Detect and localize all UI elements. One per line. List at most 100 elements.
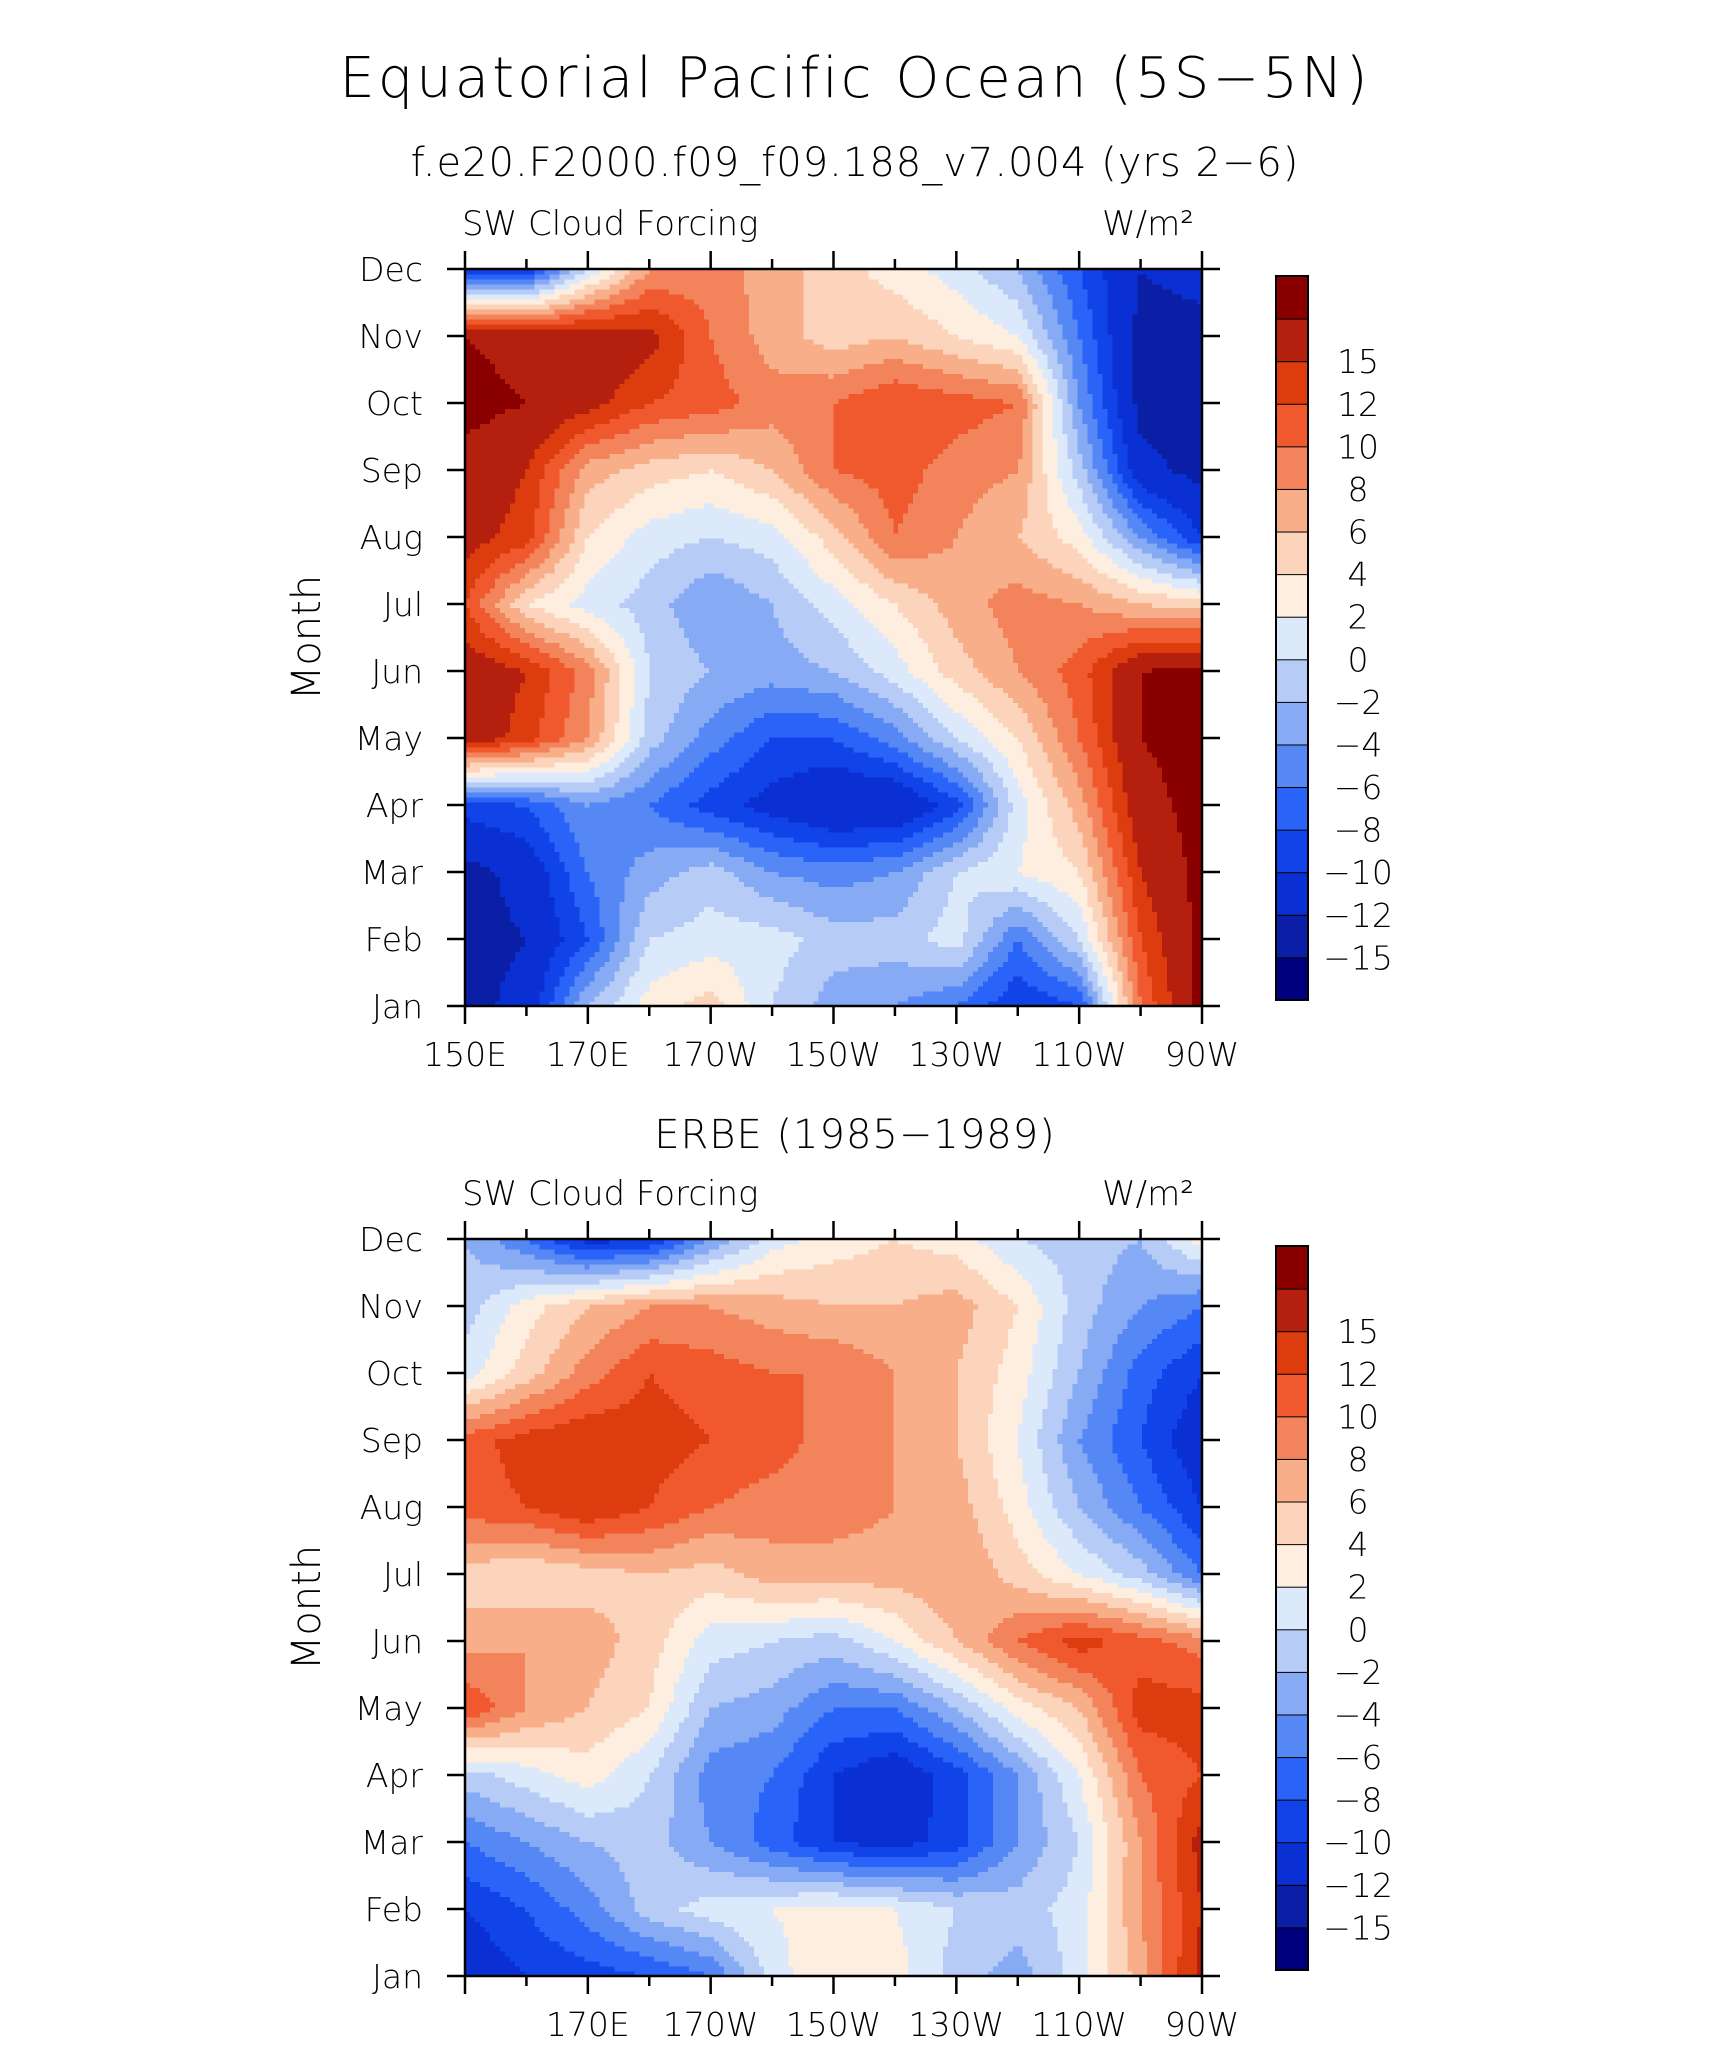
heatmap-cell <box>973 966 979 972</box>
heatmap-cell <box>1127 976 1133 982</box>
heatmap-cell <box>953 986 959 992</box>
heatmap-cell <box>560 986 566 992</box>
heatmap-cell <box>863 936 869 942</box>
heatmap-cell <box>853 956 859 962</box>
heatmap-cell <box>1137 872 1143 878</box>
heatmap-cell <box>903 966 909 972</box>
heatmap-cell <box>943 891 949 897</box>
heatmap-cell <box>475 956 481 962</box>
heatmap-cell <box>973 951 979 957</box>
heatmap-cell <box>1048 961 1054 967</box>
heatmap-cell <box>988 971 994 977</box>
heatmap-cell <box>953 926 959 932</box>
heatmap-cell <box>555 886 561 892</box>
heatmap-cell <box>1003 916 1009 922</box>
heatmap-cell <box>649 916 655 922</box>
heatmap-cell <box>500 951 506 957</box>
heatmap-cell <box>739 956 745 962</box>
heatmap-cell <box>490 921 496 927</box>
heatmap-cell <box>490 976 496 982</box>
heatmap-cell <box>520 966 526 972</box>
heatmap-cell <box>510 916 516 922</box>
heatmap-cell <box>500 991 506 997</box>
heatmap-cell <box>550 886 556 892</box>
heatmap-cell <box>599 877 605 883</box>
heatmap-cell <box>624 901 630 907</box>
heatmap-cell <box>535 991 541 997</box>
heatmap-cell <box>684 886 690 892</box>
heatmap-cell <box>1082 926 1088 932</box>
heatmap-cell <box>779 996 785 1002</box>
heatmap-cell <box>774 921 780 927</box>
heatmap-cell <box>1092 882 1098 888</box>
heatmap-cell <box>1187 966 1193 972</box>
heatmap-cell <box>1142 931 1148 937</box>
heatmap-cell <box>719 901 725 907</box>
heatmap-cell <box>1167 911 1173 917</box>
heatmap-cell <box>674 971 680 977</box>
heatmap-cell <box>734 896 740 902</box>
heatmap-cell <box>948 951 954 957</box>
heatmap-cell <box>694 906 700 912</box>
heatmap-cell <box>674 986 680 992</box>
heatmap-cell <box>809 926 815 932</box>
heatmap-cell <box>594 936 600 942</box>
heatmap-cell <box>978 986 984 992</box>
heatmap-cell <box>639 956 645 962</box>
heatmap-cell <box>838 956 844 962</box>
heatmap-cell <box>714 896 720 902</box>
heatmap-cell <box>784 891 790 897</box>
heatmap-cell <box>1013 921 1019 927</box>
heatmap-cell <box>724 991 730 997</box>
heatmap-cell <box>883 921 889 927</box>
heatmap-cell <box>594 901 600 907</box>
heatmap-cell <box>843 951 849 957</box>
heatmap-cell <box>520 991 526 997</box>
heatmap-cell <box>1053 976 1059 982</box>
heatmap-cell <box>814 931 820 937</box>
heatmap-cell <box>1023 882 1029 888</box>
heatmap-cell <box>1102 896 1108 902</box>
heatmap-cell <box>659 976 665 982</box>
heatmap-cell <box>848 966 854 972</box>
heatmap-cell <box>799 936 805 942</box>
heatmap-cell <box>893 906 899 912</box>
heatmap-cell <box>958 872 964 878</box>
heatmap-cell <box>674 891 680 897</box>
heatmap-cell <box>624 971 630 977</box>
heatmap-cell <box>1182 931 1188 937</box>
heatmap-cell <box>1157 966 1163 972</box>
heatmap-cell <box>724 911 730 917</box>
heatmap-cell <box>485 961 491 967</box>
heatmap-cell <box>1078 941 1084 947</box>
heatmap-cell <box>853 941 859 947</box>
heatmap-cell <box>1157 926 1163 932</box>
heatmap-cell <box>988 961 994 967</box>
heatmap-cell <box>923 916 929 922</box>
heatmap-cell <box>734 916 740 922</box>
heatmap-cell <box>1187 946 1193 952</box>
heatmap-cell <box>1152 971 1158 977</box>
heatmap-cell <box>883 886 889 892</box>
heatmap-cell <box>560 936 566 942</box>
heatmap-cell <box>784 956 790 962</box>
heatmap-cell <box>749 916 755 922</box>
heatmap-cell <box>978 867 984 873</box>
heatmap-cell <box>669 872 675 878</box>
heatmap-cell <box>505 996 511 1002</box>
heatmap-cell <box>624 941 630 947</box>
heatmap-cell <box>1142 941 1148 947</box>
heatmap-cell <box>545 946 551 952</box>
heatmap-cell <box>609 986 615 992</box>
heatmap-cell <box>585 961 591 967</box>
heatmap-cell <box>928 971 934 977</box>
heatmap-cell <box>908 956 914 962</box>
heatmap-cell <box>794 981 800 987</box>
heatmap-cell <box>634 911 640 917</box>
heatmap-cell <box>1008 877 1014 883</box>
heatmap-cell <box>1147 901 1153 907</box>
heatmap-cell <box>913 921 919 927</box>
heatmap-cell <box>1147 971 1153 977</box>
heatmap-cell <box>604 872 610 878</box>
heatmap-cell <box>1023 906 1029 912</box>
